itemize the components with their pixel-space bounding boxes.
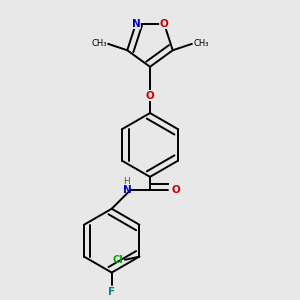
- Text: N: N: [123, 184, 132, 195]
- Text: CH₃: CH₃: [194, 39, 209, 48]
- Text: H: H: [123, 177, 130, 186]
- Text: N: N: [132, 19, 140, 28]
- Text: O: O: [160, 19, 168, 28]
- Text: O: O: [171, 184, 180, 195]
- Text: Cl: Cl: [112, 255, 123, 265]
- Text: F: F: [108, 287, 115, 297]
- Text: O: O: [146, 91, 154, 100]
- Text: CH₃: CH₃: [91, 39, 106, 48]
